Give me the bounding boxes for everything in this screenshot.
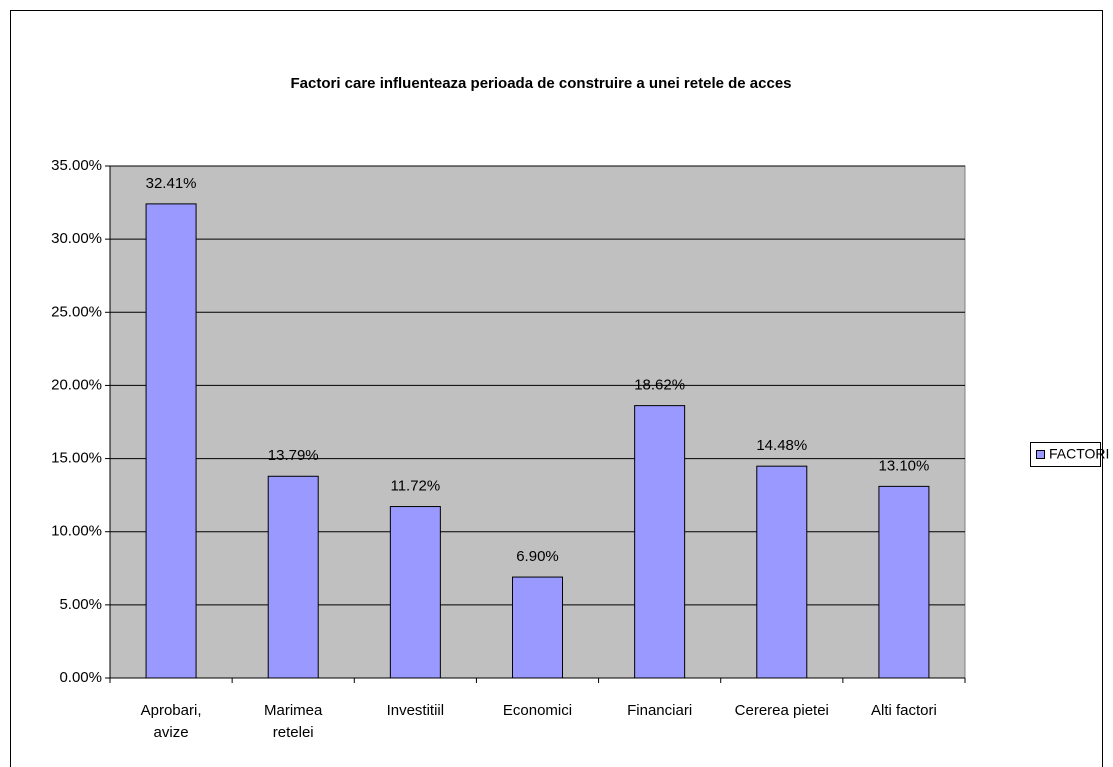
bar [389, 506, 441, 679]
y-tick-label: 5.00% [59, 596, 102, 613]
x-tick-label: Marimea retelei [264, 702, 323, 741]
data-label: 6.90% [516, 548, 559, 565]
bar [756, 465, 808, 679]
x-tick-label: Aprobari, avize [140, 702, 202, 741]
y-tick-label: 30.00% [51, 230, 102, 247]
y-tick-label: 25.00% [51, 303, 102, 320]
x-tick-label: Financiari [627, 702, 693, 719]
x-tick-label: Alti factori [870, 702, 937, 719]
data-label: 14.48% [756, 437, 807, 454]
bar [267, 475, 319, 679]
y-tick-label: 0.00% [59, 669, 102, 686]
y-tick-label: 35.00% [51, 157, 102, 174]
x-tick-label: Economici [502, 702, 573, 719]
data-label: 11.72% [390, 478, 440, 495]
bar [878, 485, 930, 679]
bar [145, 203, 197, 679]
data-label: 32.41% [146, 175, 197, 192]
y-tick-label: 15.00% [51, 450, 102, 467]
bar [634, 405, 686, 679]
y-tick-label: 20.00% [51, 376, 102, 393]
data-label: 13.10% [878, 457, 929, 474]
legend-marker [1036, 450, 1045, 459]
data-label: 18.62% [634, 377, 685, 394]
chart-title: Factori care influenteaza perioada de co… [290, 75, 791, 92]
y-tick-label: 10.00% [51, 523, 102, 540]
x-tick-label: Investitiil [386, 702, 445, 719]
legend-label: FACTORI [1049, 446, 1109, 462]
bar [512, 576, 563, 679]
x-tick-label: Cererea pietei [734, 702, 829, 719]
data-label: 13.79% [268, 447, 319, 464]
